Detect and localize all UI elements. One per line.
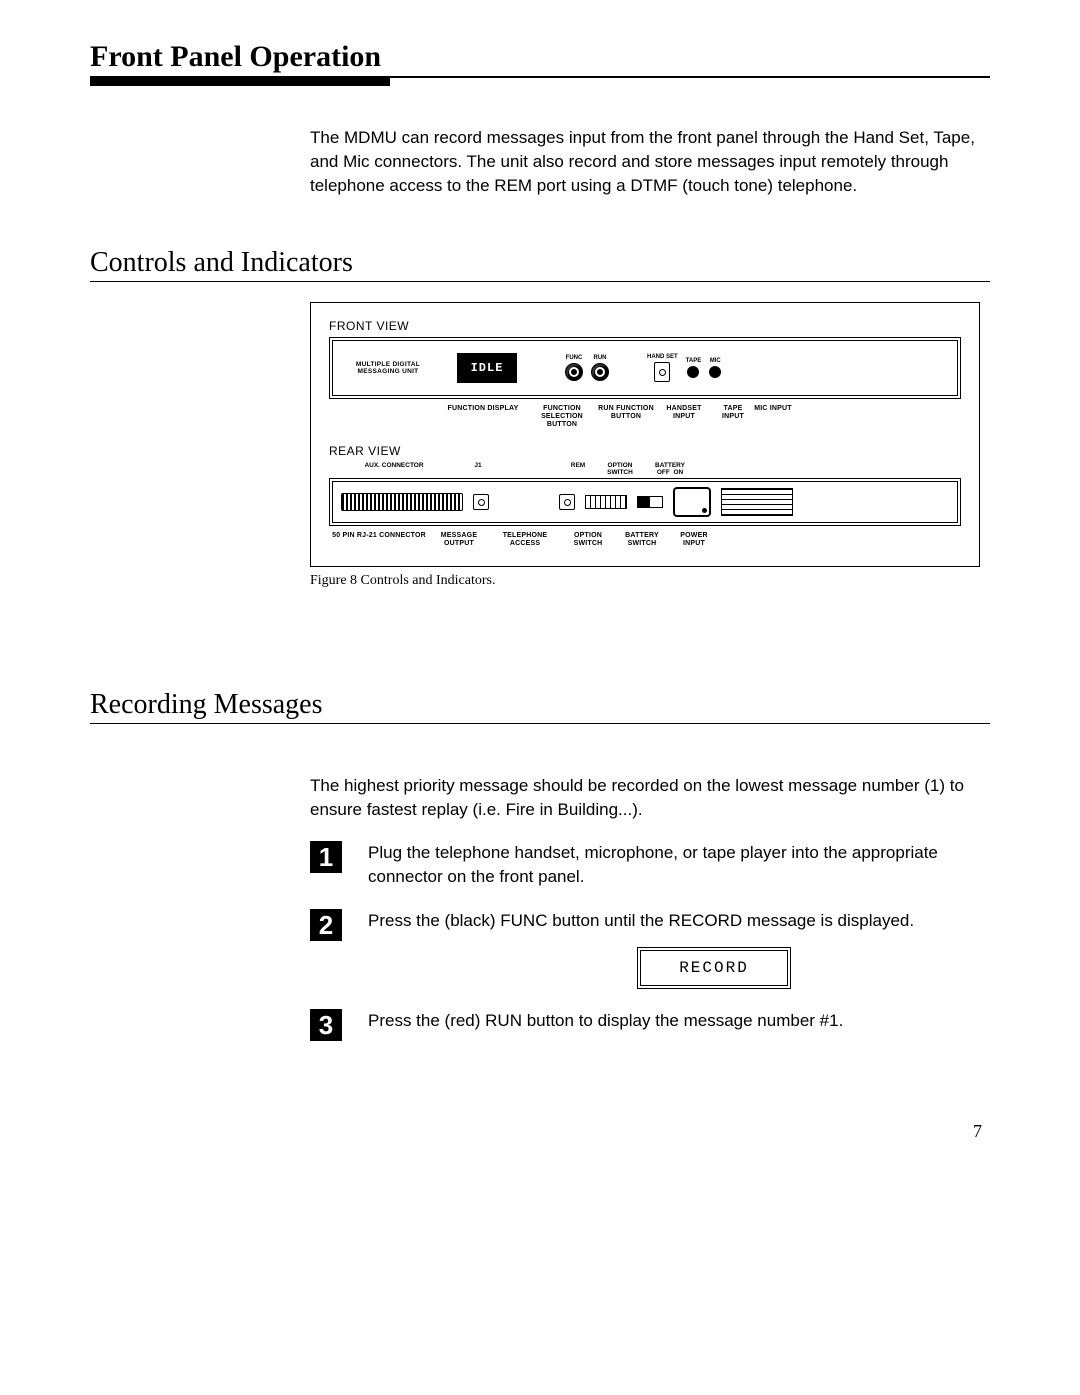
front-callouts: FUNCTION DISPLAY FUNCTION SELECTION BUTT… [329,405,961,428]
page-number: 7 [90,1121,982,1142]
step-text: Press the (red) RUN button to display th… [368,1009,980,1033]
front-controls: FUNC RUN HAND SET TAPE MIC [531,337,961,399]
tape-jack[interactable] [687,366,699,378]
step-2: 2 Press the (black) FUNC button until th… [310,909,980,989]
callout-option-switch: OPTION SWITCH [561,532,615,547]
device-name-plate: MULTIPLE DIGITAL MESSAGING UNIT [329,337,443,399]
option-dip-switch[interactable] [585,495,627,509]
device-line2: MESSAGING UNIT [358,368,419,375]
intro-paragraph: The MDMU can record messages input from … [310,126,980,197]
rear-panel [329,478,961,526]
callout-mic-input: MIC INPUT [753,405,793,428]
front-view-label: FRONT VIEW [329,319,961,333]
j1-label: J1 [459,462,497,476]
j1-connector[interactable] [473,494,489,510]
rem-label: REM [561,462,595,476]
mic-jack[interactable] [709,366,721,378]
callout-handset-input: HANDSET INPUT [655,405,713,428]
mic-jack-group: MIC [709,358,721,378]
tape-label: TAPE [686,358,702,364]
tape-jack-group: TAPE [686,358,702,378]
step-2-text: Press the (black) FUNC button until the … [368,911,914,930]
steps-list: 1 Plug the telephone handset, microphone… [310,841,980,1041]
page-title: Front Panel Operation [90,40,990,78]
callout-tape-input: TAPE INPUT [713,405,753,428]
run-label: RUN [594,355,607,361]
rear-view-label: REAR VIEW [329,444,961,458]
func-button[interactable] [565,363,583,381]
run-button[interactable] [591,363,609,381]
handset-jack[interactable] [654,362,670,382]
on-word: ON [673,469,683,476]
handset-jack-group: HAND SET [647,354,678,382]
label-plate [721,488,793,516]
title-underline-bar [90,78,390,86]
func-button-group: FUNC [565,355,583,381]
step-text: Press the (black) FUNC button until the … [368,909,980,989]
callout-run-function: RUN FUNCTION BUTTON [597,405,655,428]
run-button-group: RUN [591,355,609,381]
page-title-block: Front Panel Operation [90,40,990,86]
step-text: Plug the telephone handset, microphone, … [368,841,980,889]
front-panel: MULTIPLE DIGITAL MESSAGING UNIT IDLE FUN… [329,337,961,399]
figure-8: FRONT VIEW MULTIPLE DIGITAL MESSAGING UN… [310,302,980,588]
mic-label: MIC [710,358,721,364]
function-display: IDLE [457,353,518,383]
recording-heading: Recording Messages [90,689,990,724]
figure-box: FRONT VIEW MULTIPLE DIGITAL MESSAGING UN… [310,302,980,566]
off-word: OFF [657,469,670,476]
option-switch-label: OPTION SWITCH [595,462,645,476]
step-number: 1 [310,841,342,873]
record-display: RECORD [637,947,791,989]
function-display-wrap: IDLE [443,337,531,399]
func-label: FUNC [566,355,583,361]
controls-heading: Controls and Indicators [90,247,990,282]
record-display-wrap: RECORD [448,947,980,989]
rear-callouts: 50 PIN RJ-21 CONNECTOR MESSAGE OUTPUT TE… [329,532,961,547]
callout-power-input: POWER INPUT [669,532,719,547]
step-number: 2 [310,909,342,941]
step-1: 1 Plug the telephone handset, microphone… [310,841,980,889]
callout-telephone-access: TELEPHONE ACCESS [489,532,561,547]
step-3: 3 Press the (red) RUN button to display … [310,1009,980,1041]
power-input-connector[interactable] [673,487,711,517]
battery-switch[interactable] [637,496,663,508]
recording-intro: The highest priority message should be r… [310,774,980,822]
rear-top-labels: AUX. CONNECTOR J1 REM OPTION SWITCH BATT… [329,462,961,476]
handset-label: HAND SET [647,354,678,360]
rem-connector[interactable] [559,494,575,510]
aux-label: AUX. CONNECTOR [329,462,459,476]
battery-word: BATTERY [655,462,685,469]
callout-battery-switch: BATTERY SWITCH [615,532,669,547]
device-line1: MULTIPLE DIGITAL [356,361,420,368]
callout-message-output: MESSAGE OUTPUT [429,532,489,547]
figure-caption: Figure 8 Controls and Indicators. [310,573,980,589]
callout-fifty-pin: 50 PIN RJ-21 CONNECTOR [329,532,429,547]
battery-label: BATTERY OFF ON [645,462,695,476]
fifty-pin-connector[interactable] [341,493,463,511]
callout-function-display: FUNCTION DISPLAY [439,405,527,428]
callout-function-selection: FUNCTION SELECTION BUTTON [527,405,597,428]
step-number: 3 [310,1009,342,1041]
